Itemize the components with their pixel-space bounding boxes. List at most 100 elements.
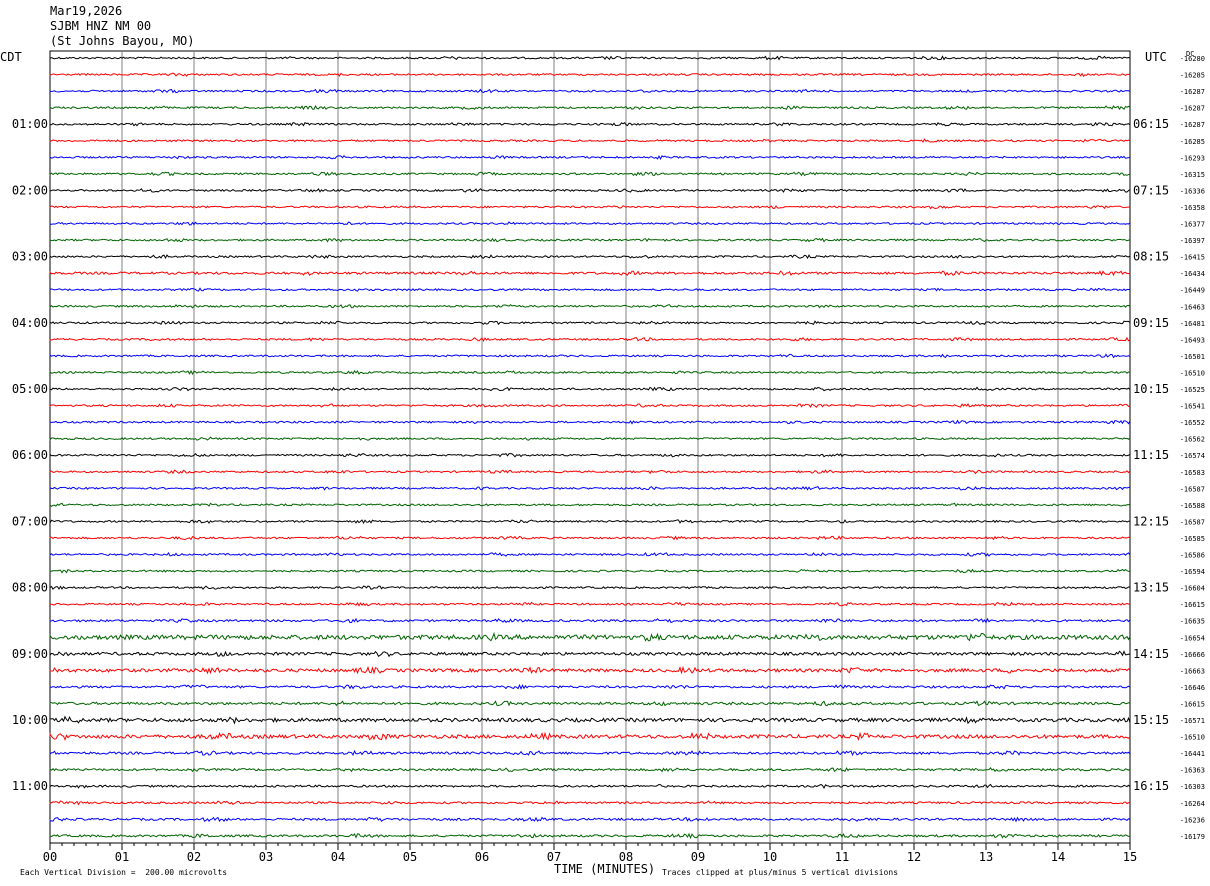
trace-line — [49, 535, 1131, 541]
right-hour-label: 15:15 — [1133, 713, 1169, 727]
dc-offset-label: -16635 — [1180, 618, 1205, 626]
trace-line — [49, 121, 1131, 127]
right-hour-label: 12:15 — [1133, 514, 1169, 528]
dc-offset-label: -16315 — [1180, 171, 1205, 179]
dc-label: DC — [1186, 50, 1195, 58]
trace-line — [49, 386, 1131, 392]
left-hour-label: 06:00 — [12, 448, 48, 462]
right-hour-label: 06:15 — [1133, 117, 1169, 131]
dc-offset-label: -16293 — [1180, 154, 1205, 162]
trace-line — [49, 816, 1131, 823]
dc-offset-label: -16666 — [1180, 651, 1205, 659]
dc-offset-label: -16377 — [1180, 221, 1205, 229]
station-location: (St Johns Bayou, MO) — [50, 34, 195, 48]
dc-offset-label: -16587 — [1180, 485, 1205, 493]
dc-offset-label: -16415 — [1180, 254, 1205, 262]
left-hour-label: 03:00 — [12, 250, 48, 264]
dc-offset-label: -16397 — [1180, 237, 1205, 245]
trace-line — [49, 55, 1131, 61]
x-tick-label: 00 — [43, 850, 57, 864]
trace-line — [49, 631, 1131, 642]
plot-date: Mar19,2026 — [50, 4, 123, 18]
footer-clip-note: Traces clipped at plus/minus 5 vertical … — [662, 868, 899, 877]
trace-line — [49, 665, 1131, 675]
left-hour-label: 10:00 — [12, 713, 48, 727]
dc-offset-label: -16541 — [1180, 403, 1205, 411]
trace-line — [49, 320, 1131, 326]
dc-offset-label: -16336 — [1180, 187, 1205, 195]
dc-offset-label: -16574 — [1180, 452, 1205, 460]
trace-line — [49, 715, 1131, 725]
trace-line — [49, 187, 1131, 193]
trace-line — [49, 519, 1131, 525]
trace-line — [49, 585, 1131, 590]
right-hour-label: 16:15 — [1133, 779, 1169, 793]
trace-line — [49, 650, 1131, 658]
trace-line — [49, 403, 1131, 408]
x-tick-label: 02 — [187, 850, 201, 864]
right-hour-label: 14:15 — [1133, 647, 1169, 661]
dc-offset-label: -16303 — [1180, 783, 1205, 791]
dc-offset-label: -16358 — [1180, 204, 1205, 212]
left-hour-label: 07:00 — [12, 514, 48, 528]
dc-offset-label: -16287 — [1180, 88, 1205, 96]
x-axis-title: TIME (MINUTES) — [554, 862, 656, 876]
trace-line — [49, 287, 1131, 292]
left-hour-label: 02:00 — [12, 183, 48, 197]
dc-offset-label: -16449 — [1180, 287, 1205, 295]
dc-offset-label: -16363 — [1180, 767, 1205, 775]
trace-line — [49, 105, 1131, 111]
trace-line — [49, 485, 1131, 491]
trace-line — [49, 270, 1131, 277]
dc-offset-label: -16285 — [1180, 138, 1205, 146]
x-tick-label: 11 — [835, 850, 849, 864]
x-tick-label: 06 — [475, 850, 489, 864]
trace-line — [49, 731, 1131, 742]
trace-line — [49, 683, 1131, 691]
trace-line — [49, 800, 1131, 806]
trace-line — [49, 419, 1131, 425]
dc-offset-label: -16525 — [1180, 386, 1205, 394]
dc-offset-label: -16179 — [1180, 833, 1205, 841]
x-tick-label: 14 — [1051, 850, 1065, 864]
dc-offset-label: -16615 — [1180, 601, 1205, 609]
trace-line — [49, 369, 1131, 376]
dc-offset-label: -16510 — [1180, 734, 1205, 742]
dc-offset-label: -16481 — [1180, 320, 1205, 328]
trace-line — [49, 783, 1131, 790]
left-hour-label: 01:00 — [12, 117, 48, 131]
trace-line — [49, 72, 1131, 77]
trace-line — [49, 453, 1131, 458]
dc-offset-label: -16236 — [1180, 816, 1205, 824]
dc-offset-label: -16280 — [1180, 55, 1205, 63]
station-code: SJBM HNZ NM 00 — [50, 19, 152, 33]
trace-line — [49, 617, 1131, 624]
trace-line — [49, 568, 1131, 574]
x-tick-label: 08 — [619, 850, 633, 864]
trace-line — [49, 303, 1131, 309]
dc-offset-label: -16285 — [1180, 72, 1205, 80]
footer-scale-note: Each Vertical Division = 200.00 microvol… — [20, 868, 228, 877]
dc-offset-label: -16463 — [1180, 303, 1205, 311]
trace-line — [49, 205, 1131, 210]
x-tick-label: 10 — [763, 850, 777, 864]
trace-line — [49, 502, 1131, 508]
dc-offset-label: -16588 — [1180, 502, 1205, 510]
x-tick-label: 12 — [907, 850, 921, 864]
left-hour-label: 05:00 — [12, 382, 48, 396]
x-tick-label: 15 — [1123, 850, 1137, 864]
trace-line — [49, 336, 1131, 342]
trace-line — [49, 552, 1131, 558]
trace-line — [49, 832, 1131, 840]
dc-offset-label: -16583 — [1180, 469, 1205, 477]
x-tick-label: 01 — [115, 850, 129, 864]
dc-offset-label: -16663 — [1180, 667, 1205, 675]
trace-line — [49, 237, 1131, 243]
dc-offset-label: -16434 — [1180, 270, 1205, 278]
trace-line — [49, 221, 1131, 226]
dc-offset-label: -16571 — [1180, 717, 1205, 725]
dc-offset-label: -16615 — [1180, 700, 1205, 708]
right-hour-label: 11:15 — [1133, 448, 1169, 462]
dc-offset-label: -16264 — [1180, 800, 1205, 808]
